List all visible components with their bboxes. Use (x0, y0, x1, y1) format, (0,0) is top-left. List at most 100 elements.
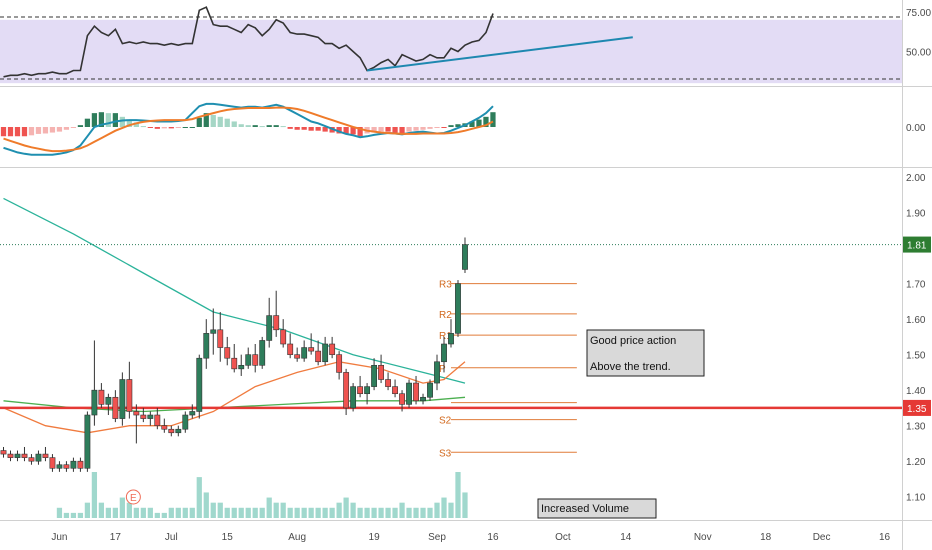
support-price-badge-label: 1.35 (907, 404, 927, 415)
candle-body (266, 315, 273, 341)
macd-histogram-bar (371, 127, 377, 133)
candle-body (336, 354, 343, 373)
rsi-trendline (366, 36, 633, 72)
macd-histogram-bar (280, 126, 286, 128)
macd-histogram-bar (357, 127, 363, 137)
volume-bar (406, 507, 412, 518)
volume-bar (168, 507, 174, 518)
candle-body (126, 379, 133, 412)
macd-histogram-bar (378, 127, 384, 132)
volume-bar (413, 507, 419, 518)
price-axis-tick-label: 1.20 (906, 457, 926, 468)
candle-body (259, 340, 266, 366)
rsi-axis-tick-label: 50.00 (906, 48, 931, 59)
macd-histogram-bar (119, 116, 125, 127)
macd-histogram-bar (441, 127, 447, 128)
macd-histogram-bar (175, 127, 181, 128)
candle-body (273, 315, 280, 331)
volume-bar (385, 507, 391, 518)
volume-bar (287, 507, 293, 518)
earnings-marker-label: E (130, 493, 137, 504)
pivot-level-label: R3 (439, 280, 452, 291)
candle-body (133, 411, 140, 416)
macd-histogram-bar (154, 127, 160, 129)
last-price-badge-label: 1.81 (907, 241, 927, 252)
macd-histogram-bar (252, 125, 258, 127)
volume-bar (154, 512, 160, 518)
macd-histogram-bar (14, 127, 21, 137)
price-axis-tick-label: 1.50 (906, 351, 926, 362)
macd-histogram-bar (21, 127, 28, 137)
volume-bar (420, 507, 426, 518)
macd-histogram-bar (322, 127, 328, 132)
candle-body (406, 382, 412, 405)
volume-bar (392, 507, 398, 518)
macd-histogram-bar (392, 127, 398, 133)
volume-bar (77, 512, 84, 518)
volume-bar (63, 512, 70, 518)
macd-histogram-bar (63, 127, 70, 130)
macd-histogram-bar (7, 127, 14, 137)
candle-body (147, 414, 154, 419)
x-axis-tick-label: 18 (760, 532, 772, 543)
volume-bar (441, 497, 447, 518)
macd-histogram-bar (224, 118, 230, 127)
volume-bar (273, 502, 279, 518)
macd-histogram-bar (70, 127, 77, 128)
candle-body (140, 414, 147, 419)
volume-bar (259, 507, 265, 518)
volume-note: Increased Volume (537, 498, 657, 519)
x-axis-tick-label: 17 (110, 532, 122, 543)
macd-histogram-bar (91, 113, 98, 127)
candle-body (56, 464, 63, 469)
candle-body (49, 457, 56, 469)
volume-bar (133, 507, 139, 518)
candle-body (252, 354, 259, 366)
candle-body (427, 382, 433, 398)
volume-bar (399, 502, 405, 518)
candle-body (238, 365, 245, 370)
macd-histogram-bar (434, 127, 440, 128)
candle-body (448, 333, 454, 345)
volume-bar (371, 507, 377, 518)
candle-body (21, 453, 28, 458)
macd-histogram-bar (140, 126, 146, 128)
volume-bar (231, 507, 237, 518)
price-axis-tick-label: 1.60 (906, 315, 926, 326)
volume-bar (56, 507, 63, 518)
candle-body (168, 428, 175, 434)
macd-histogram-bar (413, 127, 419, 131)
candle-body (462, 244, 468, 270)
volume-bar (112, 507, 118, 518)
macd-histogram-bar (427, 127, 433, 129)
price-series-group: R3 R2 R1 P S2 S3 E (0, 197, 902, 518)
macd-histogram-bar (315, 127, 321, 131)
candle-body (35, 453, 42, 462)
macd-histogram-bar (182, 127, 188, 128)
macd-histogram-bar (0, 127, 7, 137)
candle-body (84, 414, 91, 469)
macd-histogram-bar (476, 119, 482, 127)
macd-histogram-bar (399, 127, 405, 134)
macd-series-group (0, 102, 496, 156)
candle-body (245, 354, 252, 366)
rsi-axis-tick-label: 75.00 (906, 8, 931, 19)
volume-bar (322, 507, 328, 518)
macd-histogram-bar (42, 127, 49, 134)
macd-histogram-bar (98, 112, 105, 127)
moving-average-orange (3, 361, 466, 434)
macd-histogram-bar (56, 127, 63, 132)
x-axis-tick-label: Oct (555, 532, 571, 543)
pivot-level-label: S3 (439, 448, 452, 459)
volume-bar (434, 502, 440, 518)
volume-bar (238, 507, 244, 518)
macd-histogram-bar (273, 125, 279, 127)
candle-body (308, 347, 315, 352)
candle-body (63, 464, 70, 469)
candle-body (70, 460, 77, 469)
macd-histogram-bar (217, 116, 223, 127)
volume-bar (175, 507, 181, 518)
volume-bar (308, 507, 314, 518)
candle-body (357, 386, 364, 395)
candle-body (434, 361, 440, 384)
